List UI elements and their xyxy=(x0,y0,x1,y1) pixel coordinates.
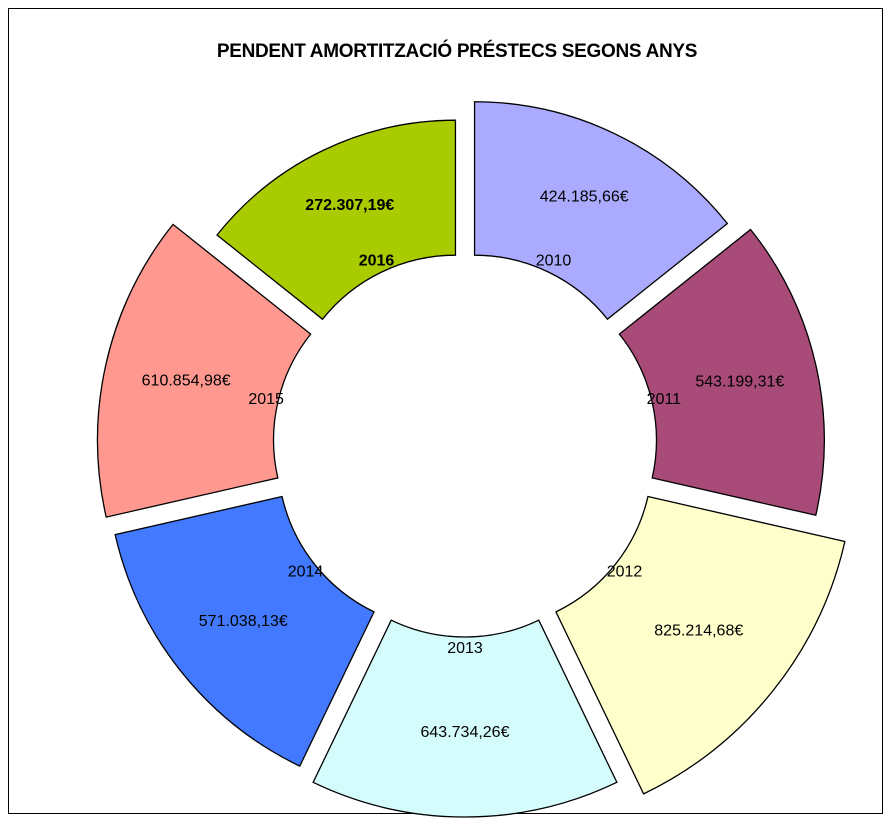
value-label: 610.854,98€ xyxy=(142,373,231,390)
value-label: 643.734,26€ xyxy=(421,724,510,741)
category-label: 2011 xyxy=(647,391,682,408)
value-label: 825.214,68€ xyxy=(654,623,743,640)
category-label: 2016 xyxy=(359,252,395,269)
segment xyxy=(473,101,729,321)
chart-title: PENDENT AMORTITZACIÓ PRÉSTECS SEGONS ANY… xyxy=(217,40,697,62)
segment xyxy=(312,619,618,818)
segment xyxy=(555,495,846,795)
category-label: 2010 xyxy=(536,252,572,269)
category-label: 2013 xyxy=(447,640,483,657)
value-label: 272.307,19€ xyxy=(305,197,394,214)
value-label: 424.185,66€ xyxy=(540,189,629,206)
segment xyxy=(96,223,312,518)
segment xyxy=(216,119,457,321)
value-label: 543.199,31€ xyxy=(695,373,784,390)
value-label: 571.038,13€ xyxy=(199,613,288,630)
category-label: 2012 xyxy=(607,563,643,580)
segment xyxy=(114,495,375,767)
category-label: 2014 xyxy=(288,563,324,580)
category-label: 2015 xyxy=(248,391,284,408)
segment xyxy=(618,228,825,517)
